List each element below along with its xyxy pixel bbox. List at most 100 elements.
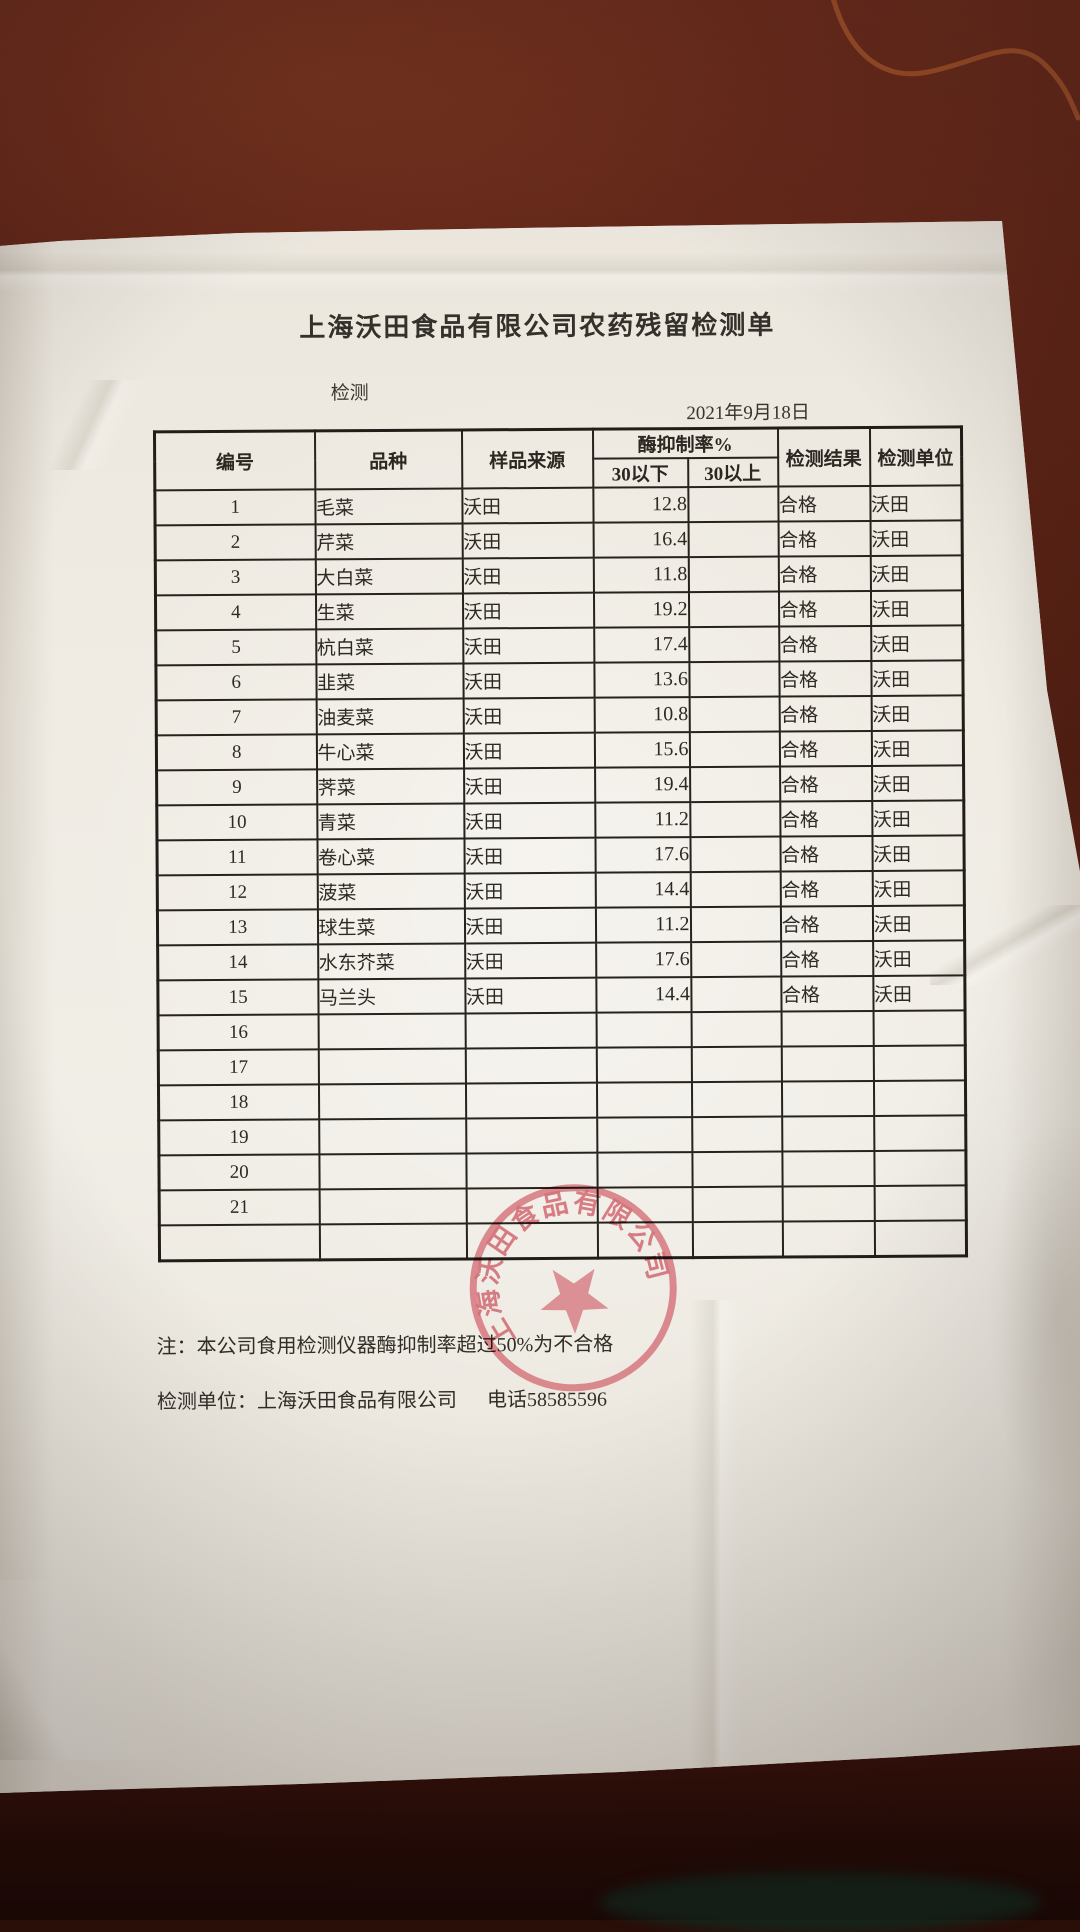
cell-result — [781, 1150, 875, 1187]
cell-above30 — [689, 696, 780, 733]
document-date: 2021年9月18日 — [686, 402, 810, 425]
cell-unit: 沃田 — [870, 625, 963, 661]
cell-source — [465, 1047, 597, 1084]
cell-variety: 生菜 — [315, 593, 463, 630]
cell-above30 — [687, 486, 779, 523]
table-row: 14 水东芥菜 沃田 17.6 合格 沃田 — [157, 940, 965, 981]
cell-source: 沃田 — [462, 557, 594, 594]
table-row: 12 菠菜 沃田 14.4 合格 沃田 — [157, 870, 965, 911]
cell-above30 — [692, 1221, 783, 1258]
cell-below30: 19.2 — [593, 592, 689, 628]
cell-variety: 青菜 — [316, 803, 464, 840]
cell-unit — [873, 1080, 966, 1116]
cell-source: 沃田 — [464, 872, 596, 909]
table-row: 19 — [158, 1115, 966, 1156]
cell-below30: 14.4 — [595, 872, 691, 908]
cell-below30: 17.6 — [595, 942, 691, 978]
cell-above30 — [689, 836, 781, 873]
cell-above30 — [688, 591, 779, 628]
cell-unit — [873, 1010, 966, 1046]
cell-unit: 沃田 — [869, 485, 963, 521]
cell-result: 合格 — [779, 765, 872, 802]
cell-below30 — [596, 1047, 692, 1083]
cell-above30 — [689, 801, 780, 838]
cell-unit: 沃田 — [872, 940, 965, 976]
cell-result — [781, 1115, 874, 1152]
cell-no: 17 — [158, 1049, 319, 1086]
cell-below30: 16.4 — [593, 522, 689, 558]
wood-scratch-mark — [831, 0, 1080, 121]
cell-no: 15 — [157, 979, 319, 1016]
cell-variety — [318, 1048, 466, 1085]
cell-variety — [319, 1223, 467, 1260]
cell-unit: 沃田 — [870, 555, 963, 591]
cell-above30 — [689, 731, 780, 768]
table-row: 4 生菜 沃田 19.2 合格 沃田 — [155, 590, 963, 631]
table-row: 1 毛菜 沃田 12.8 合格 沃田 — [154, 485, 963, 526]
cell-variety: 荠菜 — [316, 768, 464, 805]
cell-variety: 马兰头 — [317, 978, 466, 1015]
cell-below30 — [596, 1117, 692, 1153]
cell-above30 — [690, 976, 782, 1013]
cell-above30 — [690, 906, 781, 943]
header-result: 检测结果 — [777, 427, 870, 487]
cell-result: 合格 — [779, 730, 872, 767]
table-row: 3 大白菜 沃田 11.8 合格 沃田 — [155, 555, 963, 596]
header-enzyme: 酶抑制率% — [592, 428, 778, 459]
cell-unit: 沃田 — [870, 590, 963, 626]
cell-below30: 13.6 — [593, 662, 690, 698]
cell-no: 4 — [155, 594, 316, 631]
cell-source — [465, 1082, 597, 1119]
table-row: 7 油麦菜 沃田 10.8 合格 沃田 — [156, 695, 964, 736]
cell-variety: 大白菜 — [315, 558, 463, 595]
cell-below30: 19.4 — [594, 767, 690, 803]
cell-no: 20 — [158, 1154, 320, 1191]
footer-unit-line: 检测单位：上海沃田食品有限公司 — [156, 1389, 457, 1414]
cell-below30: 11.2 — [595, 907, 691, 943]
header-variety: 品种 — [314, 429, 462, 490]
table-row: 17 — [158, 1045, 966, 1086]
cell-below30: 17.6 — [594, 837, 691, 873]
cell-result — [781, 1010, 874, 1047]
cell-source: 沃田 — [464, 977, 597, 1014]
table-row: 2 芹菜 沃田 16.4 合格 沃田 — [155, 520, 963, 561]
cell-variety: 球生菜 — [317, 908, 465, 945]
section-label: 检测 — [330, 383, 369, 405]
table-row: 6 韭菜 沃田 13.6 合格 沃田 — [155, 660, 964, 701]
cell-no: 21 — [159, 1189, 320, 1226]
cell-source: 沃田 — [464, 942, 596, 979]
cell-unit — [873, 1150, 967, 1186]
cell-unit: 沃田 — [872, 975, 966, 1011]
cell-below30: 11.8 — [593, 557, 689, 593]
cell-result — [781, 1045, 874, 1082]
table-row: 9 荠菜 沃田 19.4 合格 沃田 — [156, 765, 964, 806]
cell-source: 沃田 — [464, 907, 596, 944]
stamp-company-text: 上海沃田食品有限公司 — [452, 1167, 678, 1354]
cell-source: 沃田 — [462, 627, 594, 664]
cell-unit: 沃田 — [871, 800, 964, 836]
cell-below30: 14.4 — [595, 977, 692, 1013]
cell-result: 合格 — [778, 520, 871, 557]
cell-no: 1 — [154, 489, 316, 526]
cell-source: 沃田 — [462, 592, 594, 629]
cell-source: 沃田 — [463, 697, 595, 734]
cell-result: 合格 — [780, 905, 873, 942]
cell-variety: 牛心菜 — [316, 733, 464, 770]
cell-no: 11 — [156, 839, 318, 876]
cell-unit: 沃田 — [872, 870, 965, 906]
header-no: 编号 — [154, 430, 315, 491]
cell-unit: 沃田 — [871, 730, 964, 766]
cell-no: 5 — [155, 629, 316, 666]
cell-variety: 韭菜 — [315, 663, 464, 700]
cell-unit: 沃田 — [871, 765, 964, 801]
table-row: 10 青菜 沃田 11.2 合格 沃田 — [156, 800, 964, 841]
cell-below30: 17.4 — [593, 627, 689, 663]
cell-variety: 杭白菜 — [315, 628, 463, 665]
cell-below30 — [596, 1082, 692, 1118]
cell-above30 — [692, 1186, 783, 1223]
cell-below30: 12.8 — [592, 487, 689, 523]
cell-no: 16 — [158, 1014, 319, 1051]
dark-object-on-table — [600, 1872, 1040, 1932]
cell-source: 沃田 — [463, 837, 596, 874]
